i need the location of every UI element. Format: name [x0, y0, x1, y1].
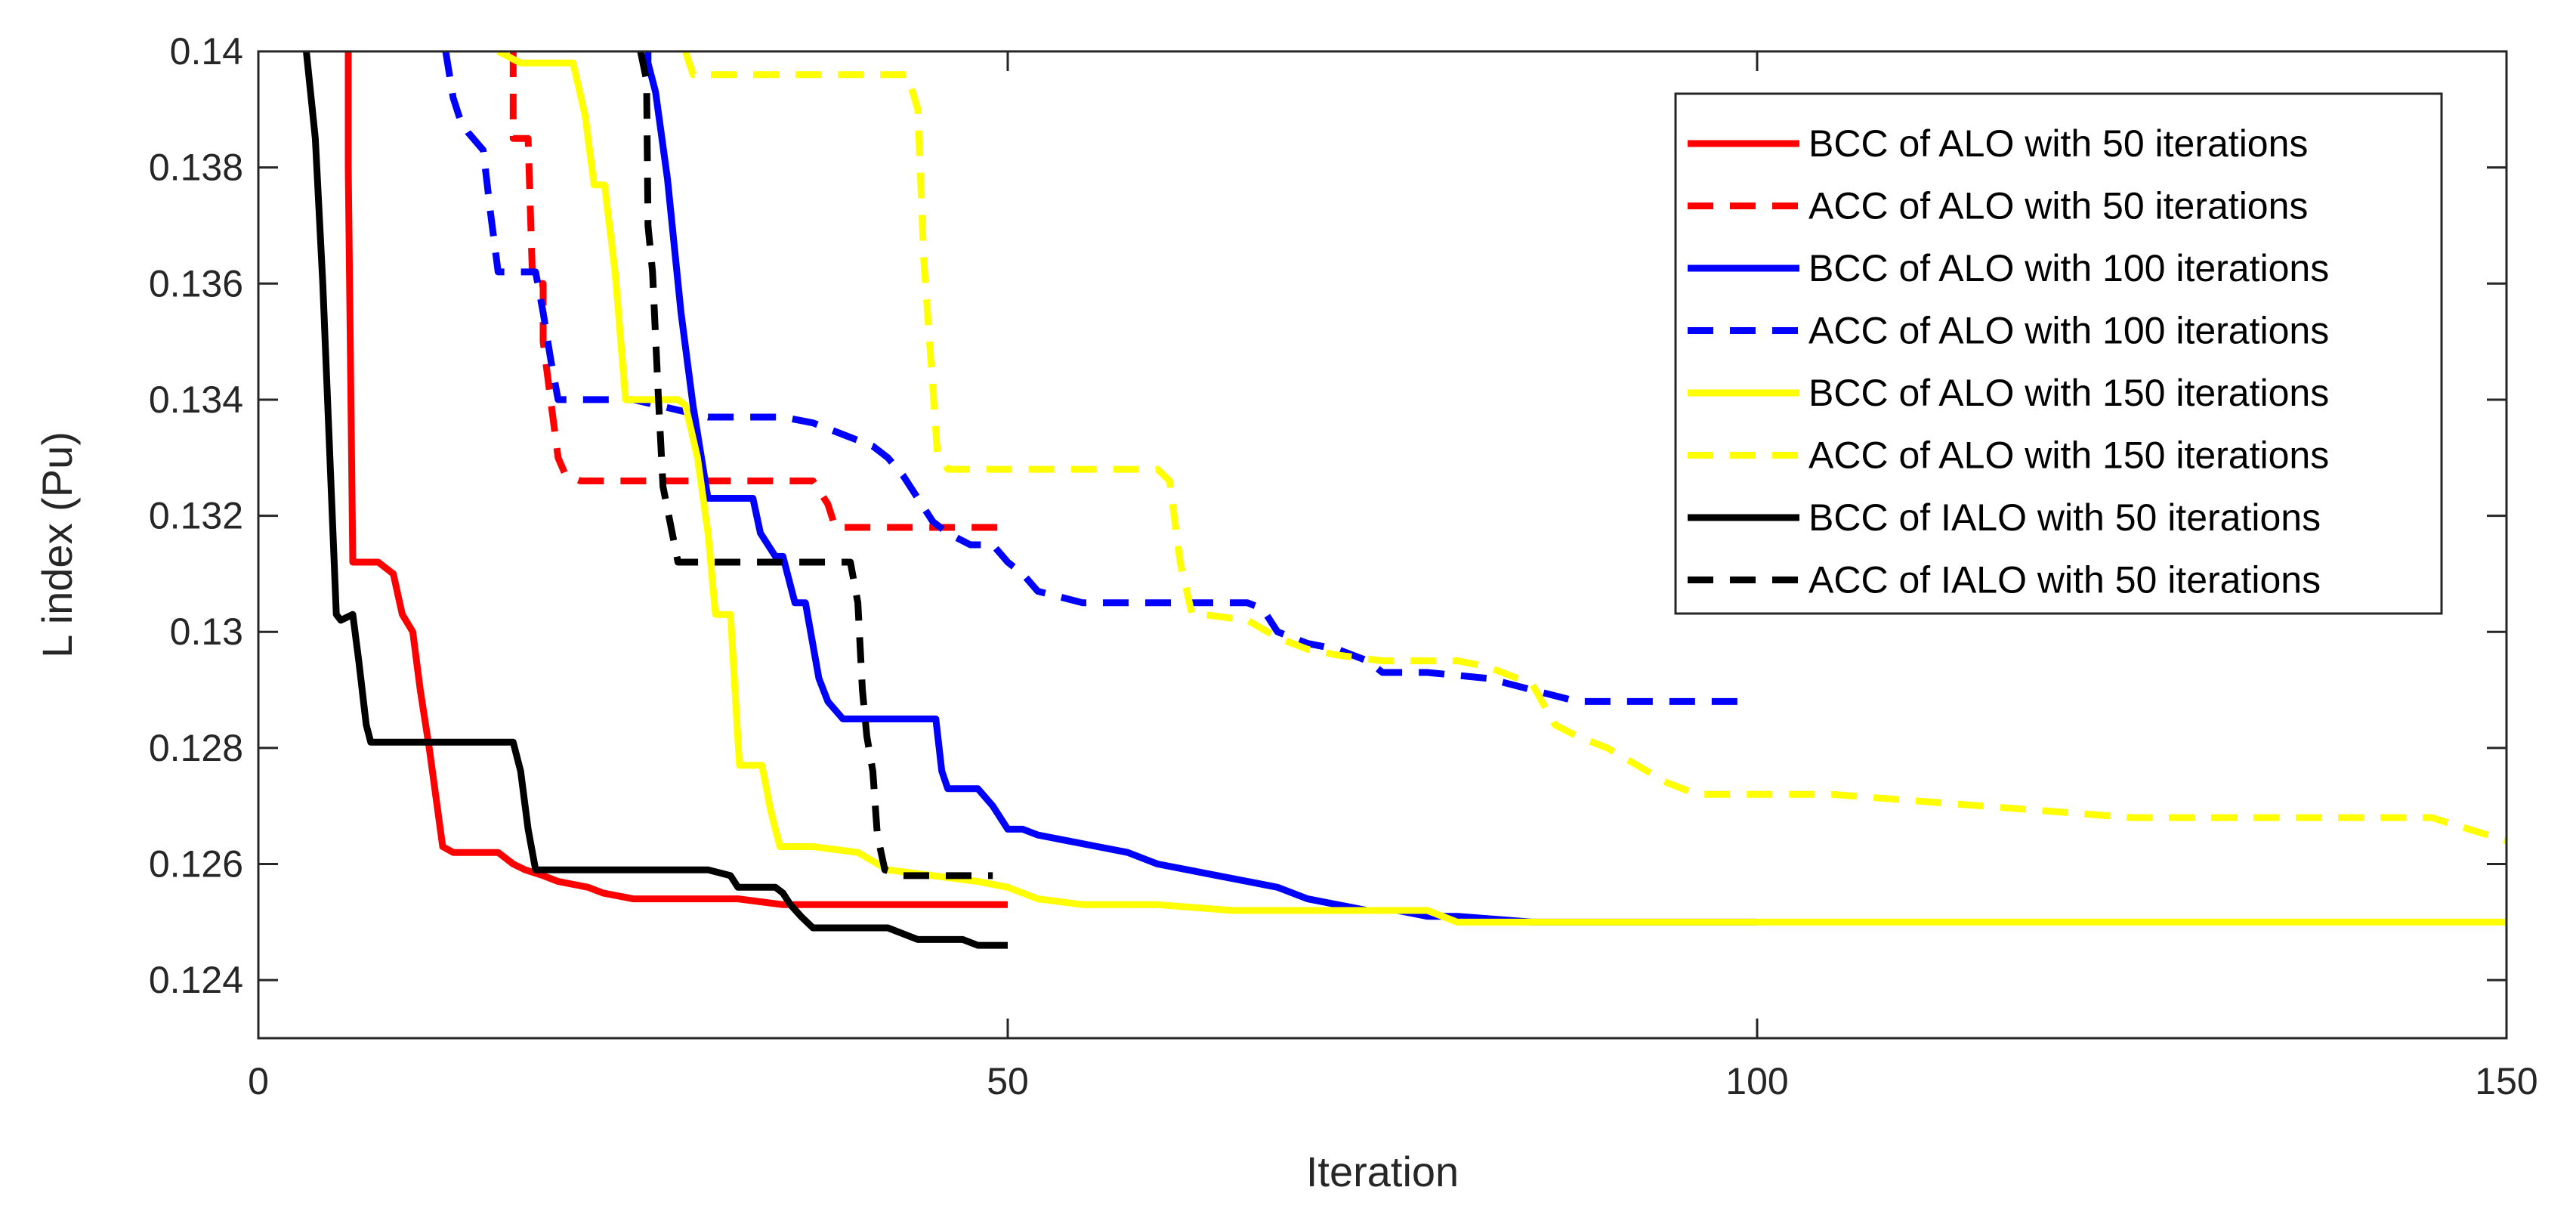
x-tick-label: 50 [987, 1060, 1029, 1102]
legend-label: BCC of ALO with 50 iterations [1808, 122, 2308, 165]
y-tick-label: 0.14 [170, 30, 243, 73]
legend-label: ACC of ALO with 100 iterations [1808, 310, 2329, 352]
series-line-5 [496, 51, 2507, 926]
series-line-2 [509, 51, 1008, 531]
x-tick-label: 100 [1725, 1060, 1788, 1102]
legend-label: ACC of IALO with 50 iterations [1808, 559, 2321, 601]
x-tick-label: 0 [248, 1060, 269, 1102]
legend-label: BCC of ALO with 100 iterations [1808, 247, 2329, 289]
series-line-8 [637, 51, 993, 879]
legend-box [1674, 92, 2443, 615]
y-tick-label: 0.128 [149, 727, 243, 769]
y-tick-label: 0.13 [170, 611, 243, 653]
y-tick-label: 0.136 [149, 262, 243, 304]
legend-label: BCC of ALO with 150 iterations [1808, 372, 2329, 414]
legend: BCC of ALO with 50 iterations ACC of ALO … [1674, 92, 2443, 615]
series-line-7 [303, 51, 1008, 949]
y-tick-label: 0.126 [149, 843, 243, 886]
plot-area-frame [257, 50, 2508, 1040]
y-tick-label: 0.138 [149, 147, 243, 189]
y-tick-label: 0.132 [149, 495, 243, 537]
x-tick-label: 150 [2475, 1060, 2537, 1102]
series-line-6 [682, 51, 2507, 845]
series-layer [303, 51, 2507, 949]
series-line-4 [442, 51, 1743, 705]
y-axis-title: L index (Pu) [33, 431, 81, 658]
y-tick-label: 0.124 [149, 959, 243, 1001]
legend-label: BCC of IALO with 50 iterations [1808, 496, 2321, 539]
legend-label: ACC of ALO with 150 iterations [1808, 434, 2329, 477]
x-axis-title: Iteration [1306, 1148, 1459, 1195]
ticks-layer: 0 50 100 150 0.124 0.126 0.128 0.13 0.132 0.134 0.… [149, 30, 2538, 1102]
legend-label: ACC of ALO with 50 iterations [1808, 185, 2308, 227]
y-tick-label: 0.134 [149, 379, 243, 421]
